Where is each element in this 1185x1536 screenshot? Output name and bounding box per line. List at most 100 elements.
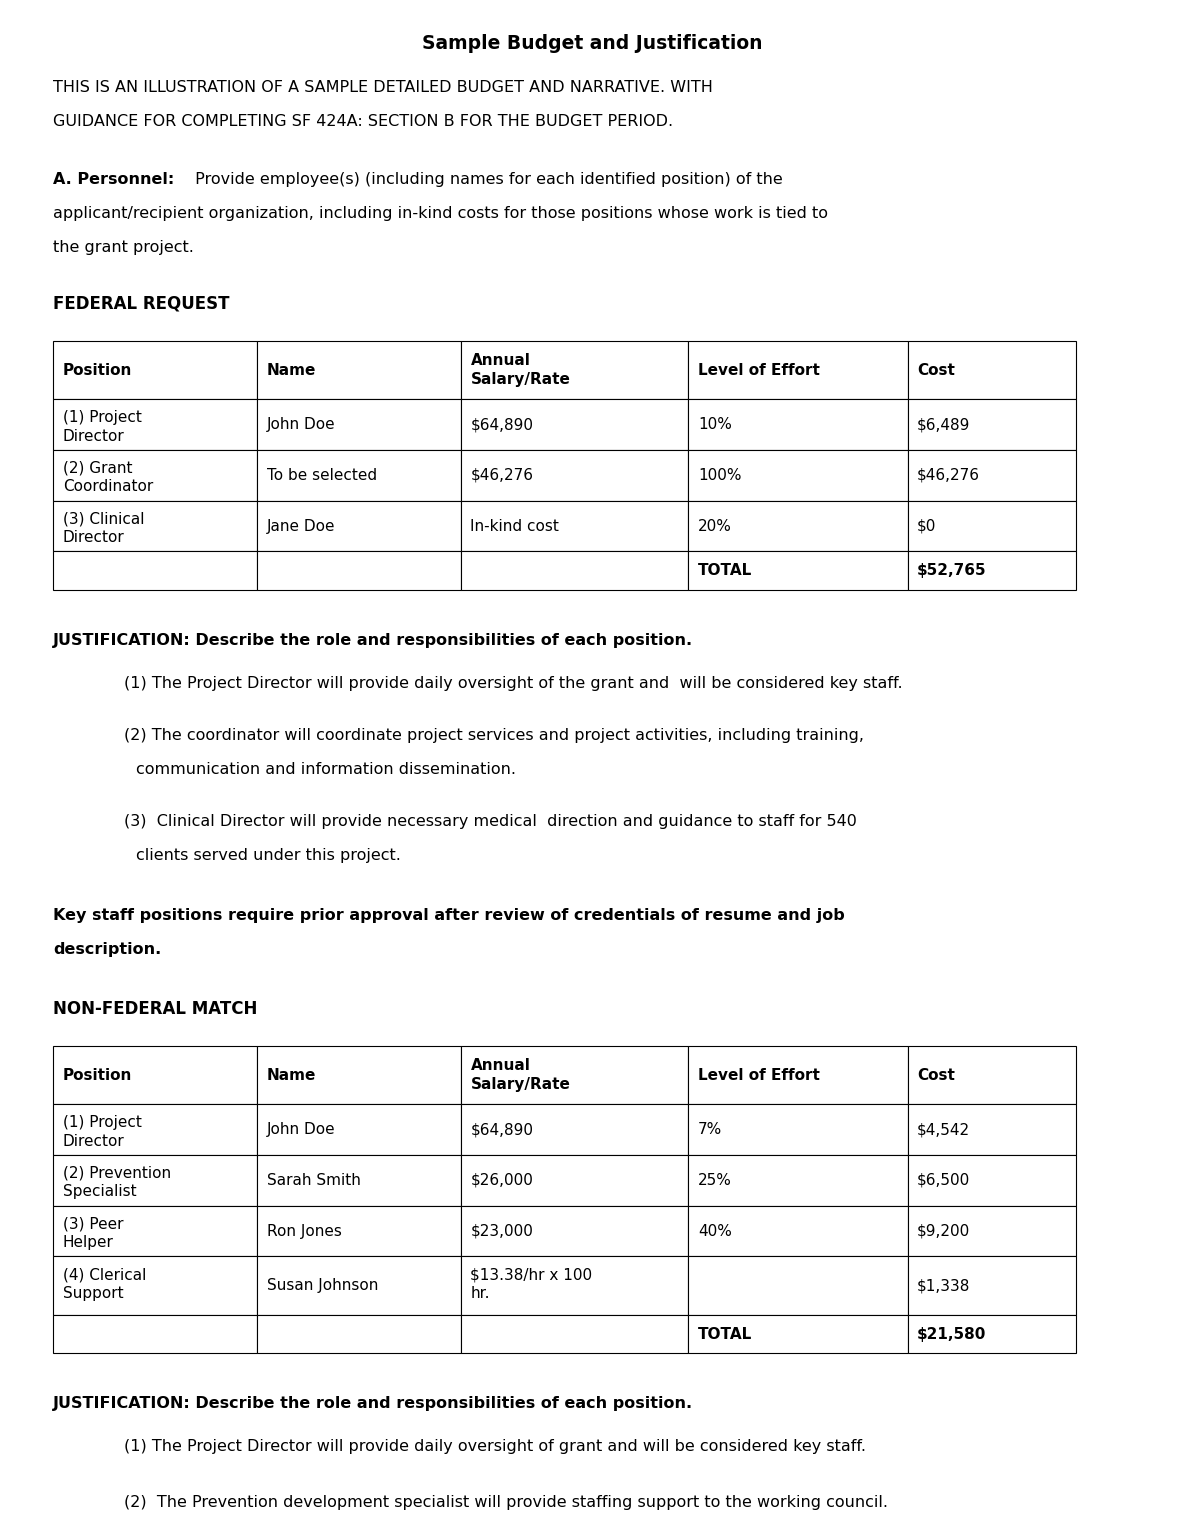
Text: the grant project.: the grant project. [53,240,194,255]
Bar [257,1046,461,1104]
Text: applicant/recipient organization, including in-kind costs for those positions wh: applicant/recipient organization, includ… [53,206,828,221]
Bar [461,1046,688,1104]
Text: In-kind cost: In-kind cost [470,519,559,533]
Text: $1,338: $1,338 [917,1278,971,1293]
Bar [908,1104,1076,1155]
Text: (2)  The Prevention development specialist will provide staffing support to the : (2) The Prevention development specialis… [124,1495,889,1510]
Text: $6,489: $6,489 [917,418,971,432]
Text: 7%: 7% [698,1123,722,1137]
Text: description.: description. [53,942,161,957]
Text: $13.38/hr x 100
hr.: $13.38/hr x 100 hr. [470,1267,592,1301]
Bar [688,551,908,590]
Text: $26,000: $26,000 [470,1174,533,1187]
Bar [688,399,908,450]
Text: A. Personnel:: A. Personnel: [53,172,174,187]
Bar [688,450,908,501]
Bar [908,1206,1076,1256]
Bar [53,1046,257,1104]
Bar [908,1315,1076,1353]
Text: To be selected: To be selected [267,468,377,482]
Text: $0: $0 [917,519,936,533]
Bar [461,1104,688,1155]
Bar [53,1256,257,1315]
Text: $23,000: $23,000 [470,1224,533,1238]
Bar [688,1206,908,1256]
Text: NON-FEDERAL MATCH: NON-FEDERAL MATCH [53,1000,257,1018]
Text: 20%: 20% [698,519,732,533]
Text: GUIDANCE FOR COMPLETING SF 424A: SECTION B FOR THE BUDGET PERIOD.: GUIDANCE FOR COMPLETING SF 424A: SECTION… [53,114,673,129]
Bar [908,399,1076,450]
Bar [257,551,461,590]
Text: $4,542: $4,542 [917,1123,971,1137]
Bar [257,341,461,399]
Bar [257,1256,461,1315]
Text: John Doe: John Doe [267,1123,335,1137]
Bar [688,341,908,399]
Bar [53,1155,257,1206]
Bar [53,399,257,450]
Text: Jane Doe: Jane Doe [267,519,335,533]
Text: Annual
Salary/Rate: Annual Salary/Rate [470,1058,570,1092]
Text: Level of Effort: Level of Effort [698,1068,820,1083]
Text: Ron Jones: Ron Jones [267,1224,341,1238]
Text: (1) Project
Director: (1) Project Director [63,410,142,444]
Bar [257,399,461,450]
Bar [461,341,688,399]
Text: John Doe: John Doe [267,418,335,432]
Text: Cost: Cost [917,362,955,378]
Text: JUSTIFICATION: Describe the role and responsibilities of each position.: JUSTIFICATION: Describe the role and res… [53,633,693,648]
Bar [908,551,1076,590]
Text: Position: Position [63,1068,133,1083]
Bar [257,450,461,501]
Text: $6,500: $6,500 [917,1174,971,1187]
Text: 10%: 10% [698,418,732,432]
Text: (4) Clerical
Support: (4) Clerical Support [63,1267,146,1301]
Text: Susan Johnson: Susan Johnson [267,1278,378,1293]
Bar [908,450,1076,501]
Text: Key staff positions require prior approval after review of credentials of resume: Key staff positions require prior approv… [53,908,845,923]
Text: (1) The Project Director will provide daily oversight of grant and will be consi: (1) The Project Director will provide da… [124,1439,866,1455]
Bar [688,1155,908,1206]
Text: Annual
Salary/Rate: Annual Salary/Rate [470,353,570,387]
Text: 25%: 25% [698,1174,732,1187]
Bar [461,399,688,450]
Bar [908,1256,1076,1315]
Bar [53,341,257,399]
Text: $21,580: $21,580 [917,1327,987,1341]
Text: TOTAL: TOTAL [698,1327,752,1341]
Bar [461,1206,688,1256]
Text: communication and information dissemination.: communication and information disseminat… [136,762,517,777]
Text: Cost: Cost [917,1068,955,1083]
Text: 40%: 40% [698,1224,732,1238]
Bar [53,450,257,501]
Bar [461,450,688,501]
Bar [257,501,461,551]
Text: $46,276: $46,276 [917,468,980,482]
Bar [53,1206,257,1256]
Text: Sample Budget and Justification: Sample Budget and Justification [422,34,763,52]
Bar [53,551,257,590]
Bar [461,1315,688,1353]
Bar [688,1315,908,1353]
Text: (1) Project
Director: (1) Project Director [63,1115,142,1149]
Text: (2) The coordinator will coordinate project services and project activities, inc: (2) The coordinator will coordinate proj… [124,728,864,743]
Text: $9,200: $9,200 [917,1224,971,1238]
Text: FEDERAL REQUEST: FEDERAL REQUEST [53,295,230,313]
Bar [908,1046,1076,1104]
Text: TOTAL: TOTAL [698,564,752,578]
Bar [908,1155,1076,1206]
Text: Position: Position [63,362,133,378]
Text: (3) Peer
Helper: (3) Peer Helper [63,1217,123,1250]
Text: 100%: 100% [698,468,742,482]
Bar [257,1315,461,1353]
Text: $64,890: $64,890 [470,418,533,432]
Bar [688,1104,908,1155]
Bar [257,1206,461,1256]
Bar [257,1104,461,1155]
Text: THIS IS AN ILLUSTRATION OF A SAMPLE DETAILED BUDGET AND NARRATIVE. WITH: THIS IS AN ILLUSTRATION OF A SAMPLE DETA… [53,80,713,95]
Text: Sarah Smith: Sarah Smith [267,1174,360,1187]
Text: (2) Prevention
Specialist: (2) Prevention Specialist [63,1166,171,1200]
Bar [688,1046,908,1104]
Text: Provide employee(s) (including names for each identified position) of the: Provide employee(s) (including names for… [190,172,782,187]
Bar [53,1315,257,1353]
